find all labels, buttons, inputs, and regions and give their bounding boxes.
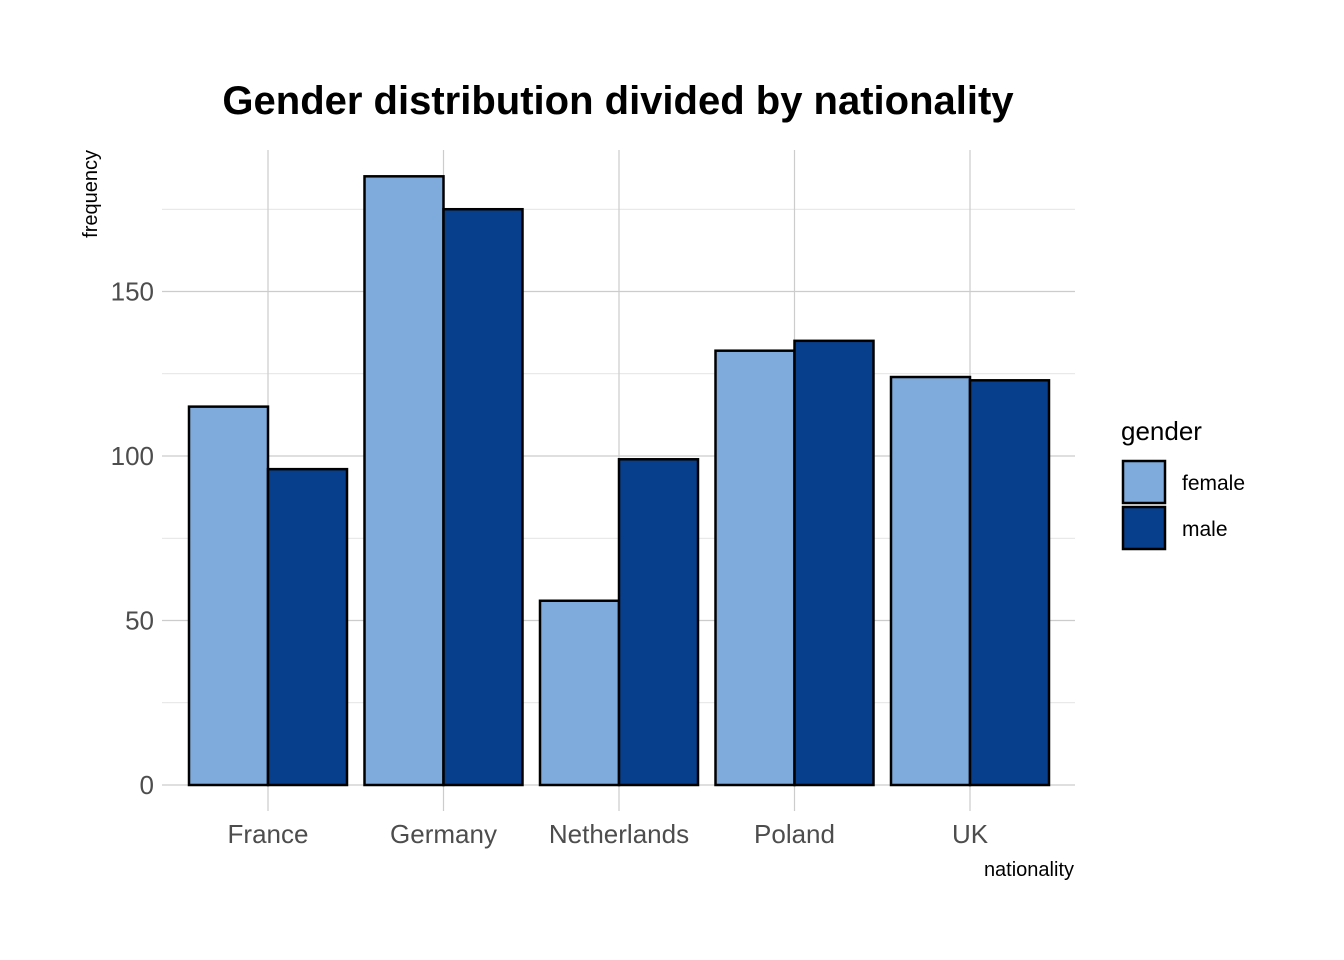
y-tick-label: 50 bbox=[125, 605, 154, 635]
x-tick-label: Germany bbox=[390, 819, 497, 849]
bar-uk-male bbox=[968, 379, 1051, 787]
legend-key-male bbox=[1121, 505, 1167, 551]
legend-label-female: female bbox=[1182, 472, 1245, 495]
y-axis-title: frequency bbox=[80, 150, 102, 238]
bar-france-female bbox=[187, 405, 270, 787]
bar-uk-female bbox=[889, 375, 972, 787]
x-tick-label: UK bbox=[952, 819, 989, 849]
chart-title: Gender distribution divided by nationali… bbox=[222, 79, 1014, 123]
bar-france-male bbox=[266, 467, 349, 787]
bar-netherlands-male bbox=[617, 458, 700, 787]
legend-key-female bbox=[1121, 459, 1167, 505]
legend-label-male: male bbox=[1182, 518, 1228, 541]
bar-germany-female bbox=[363, 175, 445, 787]
x-axis-title: nationality bbox=[984, 859, 1074, 881]
legend: gender female male bbox=[1121, 416, 1245, 551]
x-tick-label: Netherlands bbox=[549, 819, 689, 849]
x-tick-label: France bbox=[228, 819, 309, 849]
x-axis-ticks: France Germany Netherlands Poland UK bbox=[228, 819, 989, 849]
bar-netherlands-female bbox=[538, 599, 621, 787]
y-axis-ticks: 0 50 100 150 bbox=[111, 276, 154, 800]
y-tick-label: 100 bbox=[111, 441, 154, 471]
x-tick-label: Poland bbox=[754, 819, 835, 849]
legend-title: gender bbox=[1121, 416, 1202, 446]
bar-germany-male bbox=[442, 207, 524, 787]
bar-poland-female bbox=[714, 349, 796, 787]
bars bbox=[187, 175, 1051, 787]
y-tick-label: 0 bbox=[140, 770, 154, 800]
y-tick-label: 150 bbox=[111, 276, 154, 306]
bar-poland-male bbox=[793, 339, 875, 787]
